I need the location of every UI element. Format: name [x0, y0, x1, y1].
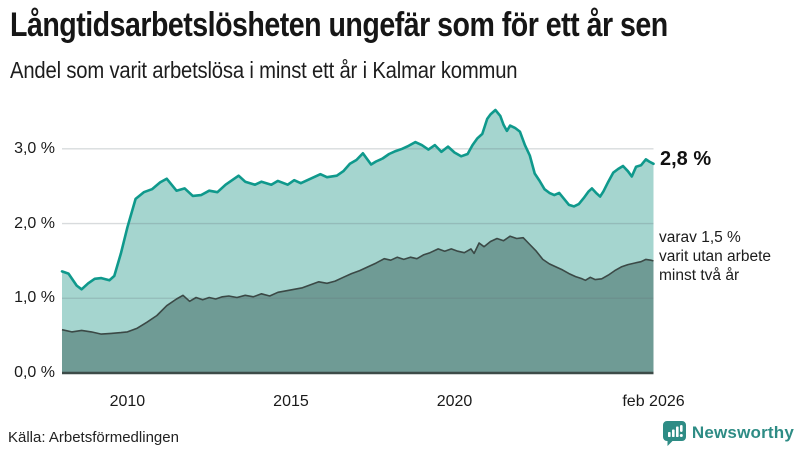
page-title: Långtidsarbetslösheten ungefär som för e…: [10, 6, 668, 44]
source-note: Källa: Arbetsförmedlingen: [8, 429, 179, 446]
y-axis-tick-label: 0,0 %: [14, 364, 55, 381]
latest-value-label: 2,8 %: [660, 148, 712, 170]
subset-annotation: varav 1,5 % varit utan arbete minst två …: [659, 228, 771, 285]
chart-subtitle: Andel som varit arbetslösa i minst ett å…: [10, 57, 518, 83]
newsworthy-wordmark: Newsworthy: [691, 423, 794, 442]
x-axis-tick-label: 2015: [273, 393, 309, 410]
subset-annotation-line3: minst två år: [659, 267, 740, 284]
subset-annotation-line2: varit utan arbete: [659, 248, 772, 265]
y-axis-tick-label: 2,0 %: [14, 214, 55, 232]
newsworthy-icon: [662, 420, 687, 446]
newsworthy-logo: Newsworthy: [662, 420, 794, 446]
y-axis-tick-label: 1,0 %: [14, 289, 55, 307]
x-axis-tick-label: 2020: [436, 393, 473, 410]
x-axis-tick-label: 2010: [109, 393, 146, 410]
x-axis-tick-label: feb 2026: [622, 393, 685, 410]
y-axis-tick-label: 3,0 %: [14, 139, 55, 157]
subset-annotation-line1: varav 1,5 %: [659, 229, 741, 246]
